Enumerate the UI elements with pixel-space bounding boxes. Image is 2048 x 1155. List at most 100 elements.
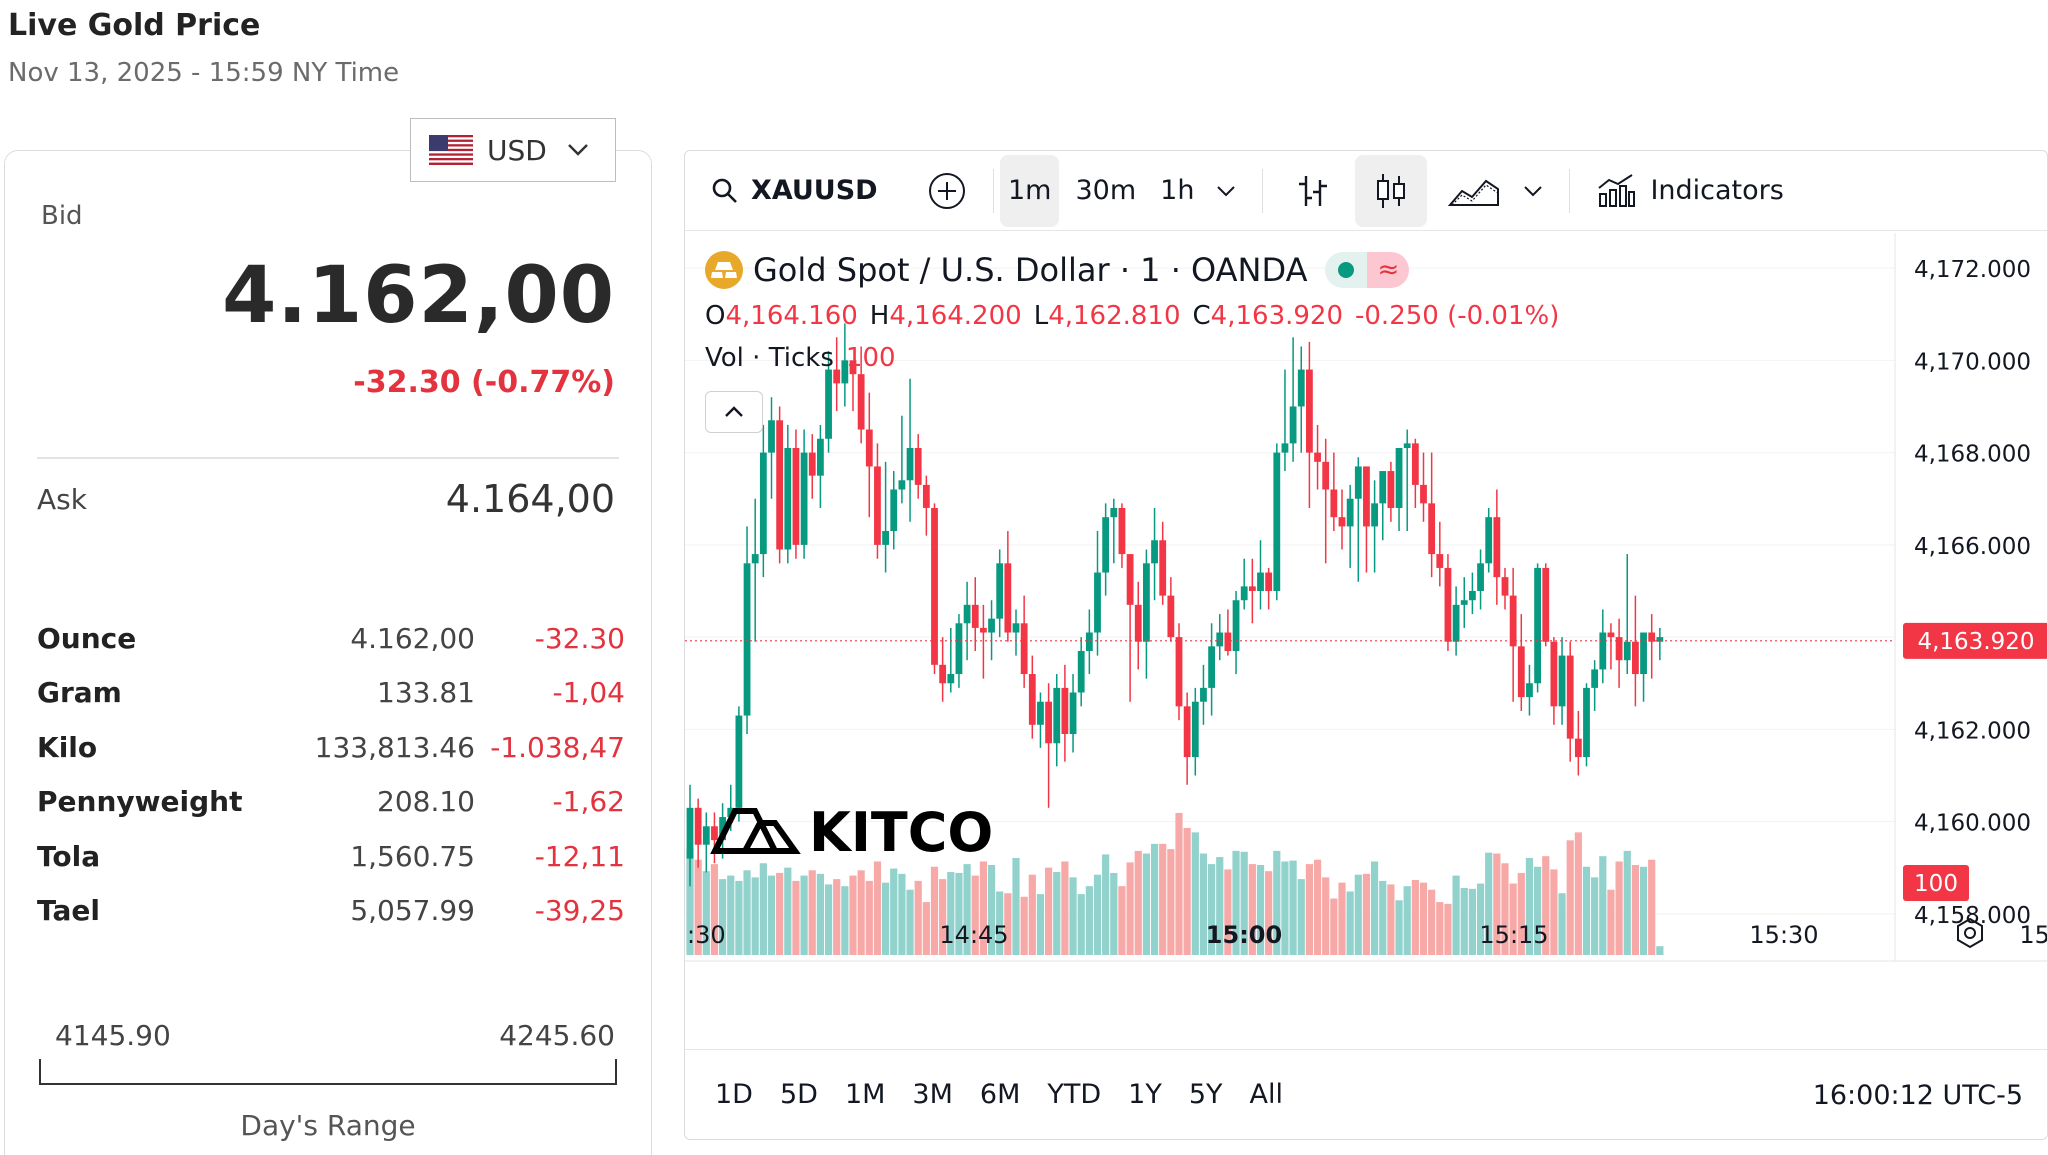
candle-body — [874, 466, 881, 545]
candle-body — [1281, 443, 1289, 453]
candle — [1151, 507, 1158, 601]
volume-bar — [1493, 853, 1501, 955]
candle — [1077, 637, 1085, 707]
range-5d[interactable]: 5D — [779, 1079, 818, 1110]
candles-chart-type-button[interactable] — [1355, 154, 1428, 227]
data-delay-icon: ≈ — [1367, 252, 1410, 288]
symbol-description: Gold Spot / U.S. Dollar · 1 · OANDA — [753, 251, 1308, 289]
unit-row: Pennyweight 208.10 -1,62 — [37, 775, 625, 830]
candle — [1004, 531, 1012, 642]
indicators-button[interactable]: Indicators — [1588, 155, 1791, 227]
candle — [1550, 637, 1558, 725]
candle — [825, 351, 832, 453]
volume-bar — [1240, 851, 1248, 955]
volume-bar — [1134, 850, 1142, 955]
volume-bar — [1313, 859, 1322, 955]
chart-type-dropdown[interactable] — [1515, 155, 1551, 227]
unit-table: Ounce 4.162,00 -32.30 Gram 133.81 -1,04 Kilo 13… — [37, 611, 625, 938]
candle — [833, 337, 841, 412]
currency-dropdown[interactable]: USD — [410, 118, 616, 182]
area-chart-type-button[interactable] — [1439, 155, 1509, 227]
volume-bar — [930, 866, 939, 955]
range-ytd[interactable]: YTD — [1047, 1079, 1102, 1110]
candle-body — [1403, 443, 1411, 448]
candle-body — [1151, 540, 1158, 564]
candle-body — [1306, 369, 1313, 453]
candle-body — [1297, 369, 1305, 407]
range-5y[interactable]: 5Y — [1188, 1079, 1223, 1110]
interval-30m[interactable]: 30m — [1075, 175, 1137, 206]
candle-body — [1420, 484, 1427, 504]
unit-row: Kilo 133,813.46 -1.038,47 — [37, 720, 625, 775]
indicators-label: Indicators — [1650, 175, 1784, 206]
candle-body — [1607, 632, 1615, 638]
price-chart[interactable]: 4,172.000 4,170.000 4,168.000 4,166.000 4,16… — [685, 233, 2048, 1045]
volume-bar — [1468, 888, 1476, 955]
last-price-label: 4,163.920 — [1917, 629, 2034, 655]
volume-bar — [939, 879, 947, 955]
price-tick-label: 4,160.000 — [1914, 811, 2031, 837]
candle-body — [1094, 572, 1101, 633]
range-1y[interactable]: 1Y — [1128, 1079, 1162, 1110]
bar-chart-type-button[interactable] — [1281, 155, 1345, 227]
candle-body — [1273, 452, 1281, 591]
candle — [898, 415, 906, 504]
chart-clock: 16:00:12 UTC-5 — [1812, 1080, 2023, 1111]
range-3m[interactable]: 3M — [912, 1079, 953, 1110]
range-6m[interactable]: 6M — [979, 1079, 1021, 1110]
candle-body — [751, 554, 759, 564]
unit-value: 5,057.99 — [350, 894, 475, 928]
volume-bar — [710, 864, 719, 955]
volume-bar — [694, 859, 702, 955]
volume-bar — [1550, 869, 1558, 955]
range-1d[interactable]: 1D — [715, 1079, 753, 1110]
candle — [1134, 581, 1142, 670]
compare-button[interactable] — [919, 155, 975, 227]
volume-bar — [686, 849, 694, 955]
volume-bar — [1582, 866, 1591, 955]
candle — [1477, 549, 1484, 610]
range-all[interactable]: All — [1249, 1079, 1283, 1110]
volume-bar — [1639, 866, 1648, 955]
volume-bar — [1085, 886, 1093, 955]
volume-bar — [1428, 889, 1436, 955]
volume-bar — [1045, 867, 1053, 955]
search-icon — [712, 178, 737, 203]
candle — [980, 604, 987, 679]
ask-value: 4.164,00 — [445, 477, 615, 521]
candle — [1143, 549, 1150, 679]
candle — [1363, 466, 1370, 573]
candle — [914, 434, 922, 499]
candle-body — [1566, 655, 1574, 739]
interval-dropdown[interactable] — [1208, 155, 1244, 227]
chevron-down-icon — [567, 144, 588, 156]
candle — [1428, 452, 1436, 578]
page-timestamp: Nov 13, 2025 - 15:59 NY Time — [8, 58, 400, 88]
candle-body — [1428, 503, 1436, 555]
volume-bar — [898, 873, 906, 955]
candle-body — [1126, 554, 1134, 605]
volume-bar — [865, 880, 873, 955]
interval-1h[interactable]: 1h — [1160, 175, 1195, 206]
interval-1m[interactable]: 1m — [1000, 154, 1060, 227]
collapse-legend-button[interactable] — [705, 391, 763, 433]
candle-body — [735, 715, 743, 808]
candle — [1281, 369, 1289, 472]
last-volume-label: 100 — [1914, 871, 1958, 897]
time-tick-label: :30 — [687, 921, 726, 949]
candle-body — [1501, 577, 1509, 596]
candle-body — [1314, 452, 1321, 462]
candle — [857, 346, 865, 444]
market-status-pill[interactable]: ≈ — [1325, 252, 1410, 288]
candle — [735, 706, 743, 822]
range-1m[interactable]: 1M — [844, 1079, 886, 1110]
volume-bar — [1534, 866, 1542, 955]
candle — [1314, 424, 1321, 490]
volume-bar — [1452, 875, 1460, 955]
volume-bar — [1379, 880, 1387, 955]
candle — [1069, 674, 1077, 753]
unit-row: Gram 133.81 -1,04 — [37, 666, 625, 721]
toolbar-separator — [1262, 168, 1264, 213]
symbol-search[interactable]: XAUUSD — [685, 175, 909, 206]
candle-body — [727, 807, 735, 818]
